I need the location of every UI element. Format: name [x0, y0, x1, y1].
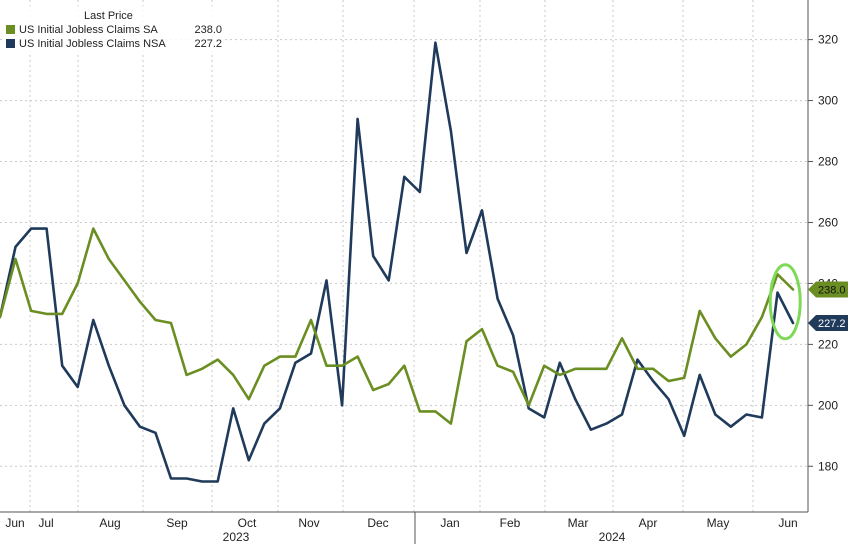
- legend-series-value: 227.2: [194, 38, 222, 50]
- last-value-flag: 238.0: [808, 281, 848, 298]
- y-tick-label: 180: [818, 459, 838, 473]
- x-tick-label: Apr: [639, 516, 658, 530]
- legend-swatch: [6, 39, 15, 48]
- legend: Last Price US Initial Jobless Claims SA 23…: [3, 6, 225, 54]
- x-tick-label: Feb: [500, 516, 521, 530]
- y-tick-label: 320: [818, 33, 838, 47]
- x-tick-label: Jun: [778, 516, 797, 530]
- x-year-label: 2023: [223, 530, 250, 544]
- x-tick-label: Jun: [5, 516, 24, 530]
- series-line: [0, 227, 795, 425]
- x-tick-label: Dec: [367, 516, 388, 530]
- legend-swatch: [6, 25, 15, 34]
- y-tick-label: 220: [818, 337, 838, 351]
- legend-series-name: US Initial Jobless Claims SA: [19, 24, 158, 36]
- last-value-label: 227.2: [818, 318, 846, 330]
- highlight-ellipse: [768, 263, 802, 341]
- x-tick-label: Aug: [99, 516, 120, 530]
- x-tick-label: Oct: [238, 516, 257, 530]
- x-tick-label: Mar: [568, 516, 589, 530]
- legend-box: [3, 6, 225, 54]
- x-tick-label: Sep: [166, 516, 188, 530]
- series-line: [0, 41, 795, 483]
- x-tick-label: Jul: [38, 516, 53, 530]
- x-tick-label: Nov: [298, 516, 319, 530]
- y-tick-label: 300: [818, 94, 838, 108]
- last-value-flag: 227.2: [808, 315, 848, 332]
- series-lines: [0, 41, 795, 483]
- x-tick-label: May: [707, 516, 730, 530]
- legend-series-name: US Initial Jobless Claims NSA: [19, 38, 166, 50]
- last-value-label: 238.0: [818, 285, 846, 297]
- y-tick-label: 260: [818, 215, 838, 229]
- grid: [0, 0, 808, 512]
- x-tick-label: Jan: [440, 516, 459, 530]
- y-tick-label: 200: [818, 398, 838, 412]
- legend-title: Last Price: [84, 10, 133, 22]
- y-tick-label: 280: [818, 155, 838, 169]
- x-year-label: 2024: [599, 530, 626, 544]
- annotations: [768, 263, 802, 341]
- legend-series-value: 238.0: [194, 24, 222, 36]
